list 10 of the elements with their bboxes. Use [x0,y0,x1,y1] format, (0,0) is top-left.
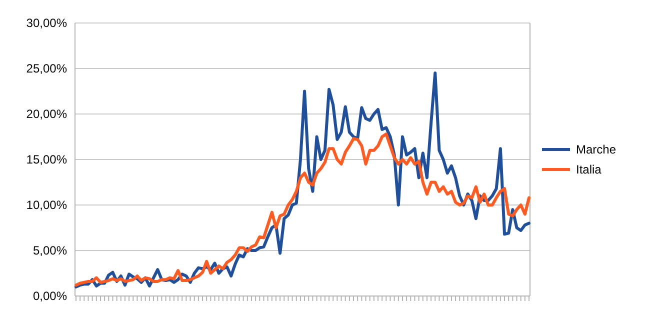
y-tick-label: 25,00% [26,62,68,76]
legend-label: Italia [576,162,602,176]
y-tick-label: 0,00% [32,289,68,303]
y-tick-label: 20,00% [26,107,68,121]
line-series [74,132,530,287]
y-tick-label: 5,00% [32,244,68,258]
y-tick-label: 10,00% [26,198,68,212]
legend-label: Marche [576,142,616,156]
y-tick-label: 30,00% [26,16,68,30]
y-tick-label: 15,00% [26,152,68,166]
